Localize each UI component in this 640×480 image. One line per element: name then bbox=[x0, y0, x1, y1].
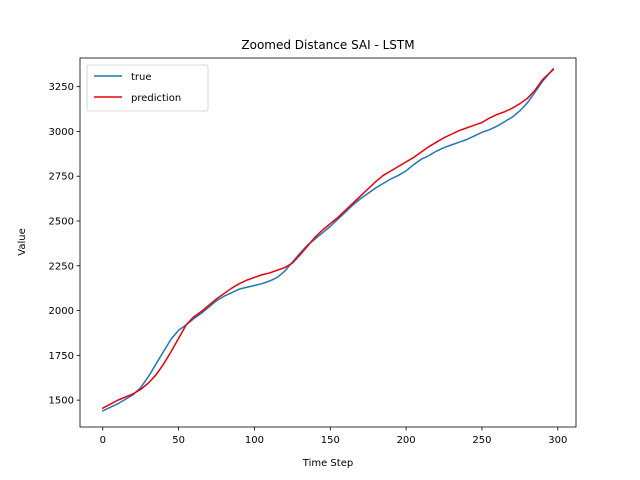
x-tick-label: 250 bbox=[472, 435, 491, 446]
y-tick-label: 3250 bbox=[49, 82, 74, 93]
legend-label-prediction: prediction bbox=[131, 93, 181, 104]
x-tick-label: 0 bbox=[100, 435, 106, 446]
legend-label-true: true bbox=[131, 72, 152, 83]
x-axis: 0 50 100 150 200 250 300 bbox=[100, 427, 567, 446]
y-tick-label: 1750 bbox=[49, 351, 74, 362]
y-tick-label: 2500 bbox=[49, 217, 74, 228]
x-tick-label: 100 bbox=[245, 435, 264, 446]
legend: true prediction bbox=[86, 64, 209, 112]
x-tick-label: 150 bbox=[321, 435, 340, 446]
y-tick-label: 3000 bbox=[49, 127, 74, 138]
x-tick-label: 300 bbox=[548, 435, 567, 446]
y-tick-label: 2000 bbox=[49, 306, 74, 317]
chart-title: Zoomed Distance SAI - LSTM bbox=[241, 38, 414, 52]
x-axis-label: Time Step bbox=[302, 458, 353, 469]
y-tick-label: 2250 bbox=[49, 261, 74, 272]
axes-frame bbox=[79, 57, 577, 428]
x-tick-label: 50 bbox=[172, 435, 185, 446]
series-line-prediction bbox=[102, 68, 554, 409]
y-axis: 1500 1750 2000 2250 2500 2750 3000 3250 bbox=[49, 82, 80, 407]
x-tick-label: 200 bbox=[397, 435, 416, 446]
y-axis-label: Value bbox=[17, 228, 28, 255]
y-tick-label: 1500 bbox=[49, 396, 74, 407]
series-layer bbox=[102, 68, 554, 412]
y-tick-label: 2750 bbox=[49, 172, 74, 183]
plot-area bbox=[79, 57, 577, 428]
